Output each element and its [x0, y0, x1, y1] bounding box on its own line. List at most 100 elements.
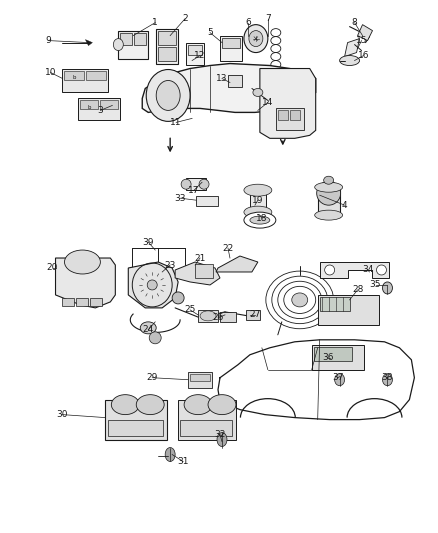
Bar	[90, 298, 102, 306]
Polygon shape	[85, 39, 92, 46]
Ellipse shape	[382, 374, 392, 386]
Ellipse shape	[250, 216, 270, 224]
Text: 3: 3	[98, 106, 103, 115]
Bar	[228, 76, 242, 87]
Bar	[220, 312, 236, 322]
Text: 37: 37	[332, 373, 343, 382]
Bar	[278, 110, 288, 120]
Text: 24: 24	[143, 325, 154, 334]
Bar	[318, 185, 339, 217]
Ellipse shape	[292, 293, 308, 307]
Text: 22: 22	[223, 244, 233, 253]
Bar	[81, 100, 99, 109]
Bar	[134, 33, 146, 45]
Text: 26: 26	[212, 313, 224, 322]
Bar	[246, 310, 260, 320]
Text: 25: 25	[184, 305, 196, 314]
Bar	[63, 298, 74, 306]
Ellipse shape	[156, 80, 180, 110]
Ellipse shape	[64, 250, 100, 274]
Text: 9: 9	[46, 36, 51, 45]
Text: 27: 27	[249, 310, 261, 319]
Ellipse shape	[377, 265, 386, 275]
Ellipse shape	[184, 394, 212, 415]
Text: 23: 23	[164, 261, 176, 270]
Ellipse shape	[165, 448, 175, 462]
Bar	[158, 30, 176, 45]
Ellipse shape	[244, 25, 268, 53]
Text: 13: 13	[216, 74, 228, 83]
Bar	[276, 108, 304, 131]
Bar	[222, 38, 240, 47]
Polygon shape	[216, 256, 258, 272]
Text: 30: 30	[57, 410, 68, 419]
Text: 10: 10	[45, 68, 57, 77]
Bar	[188, 45, 202, 54]
Text: 21: 21	[194, 254, 206, 263]
Ellipse shape	[149, 332, 161, 344]
Bar	[180, 419, 232, 435]
Bar	[312, 345, 364, 370]
Text: 39: 39	[142, 238, 154, 247]
Bar	[250, 190, 266, 212]
Text: 6: 6	[245, 18, 251, 27]
Ellipse shape	[382, 282, 392, 294]
Text: 14: 14	[262, 98, 274, 107]
Text: 15: 15	[356, 36, 367, 45]
Text: 32: 32	[214, 430, 226, 439]
Bar	[63, 69, 108, 92]
Ellipse shape	[147, 280, 157, 290]
Bar	[118, 30, 148, 59]
Text: 1: 1	[152, 18, 158, 27]
Ellipse shape	[140, 322, 156, 334]
Polygon shape	[56, 258, 115, 308]
Bar	[196, 196, 218, 206]
Text: 16: 16	[358, 51, 369, 60]
Bar	[188, 372, 212, 387]
Text: 34: 34	[362, 265, 373, 274]
Ellipse shape	[244, 184, 272, 196]
Text: b: b	[88, 105, 91, 110]
Bar	[77, 298, 88, 306]
Polygon shape	[320, 262, 389, 278]
Ellipse shape	[314, 210, 343, 220]
Text: 7: 7	[265, 14, 271, 23]
Ellipse shape	[253, 88, 263, 96]
Bar	[86, 70, 106, 80]
Ellipse shape	[136, 394, 164, 415]
Text: 38: 38	[381, 373, 393, 382]
Bar	[186, 43, 204, 64]
Ellipse shape	[217, 433, 227, 447]
Ellipse shape	[200, 311, 216, 321]
Bar	[314, 347, 352, 361]
Bar	[318, 295, 379, 325]
Text: 28: 28	[352, 286, 363, 294]
Text: 12: 12	[194, 51, 206, 60]
Bar	[220, 36, 242, 61]
Ellipse shape	[339, 55, 360, 66]
Text: 29: 29	[147, 373, 158, 382]
Ellipse shape	[181, 179, 191, 189]
Bar	[106, 400, 167, 440]
Ellipse shape	[199, 179, 209, 189]
Bar	[320, 297, 350, 311]
Ellipse shape	[113, 38, 124, 51]
Bar	[178, 400, 236, 440]
Bar	[198, 310, 218, 322]
Text: 36: 36	[322, 353, 333, 362]
Bar	[195, 264, 213, 278]
Bar	[100, 100, 118, 109]
Text: 35: 35	[370, 280, 381, 289]
Text: 31: 31	[177, 457, 189, 466]
Ellipse shape	[314, 182, 343, 192]
Text: 20: 20	[47, 263, 58, 272]
Bar	[108, 419, 163, 435]
Text: 18: 18	[256, 214, 268, 223]
Bar	[158, 46, 176, 61]
Ellipse shape	[249, 30, 263, 46]
Polygon shape	[345, 38, 360, 56]
Bar	[120, 33, 132, 45]
Text: 4: 4	[342, 200, 347, 209]
Bar	[156, 29, 178, 63]
Text: 33: 33	[174, 193, 186, 203]
